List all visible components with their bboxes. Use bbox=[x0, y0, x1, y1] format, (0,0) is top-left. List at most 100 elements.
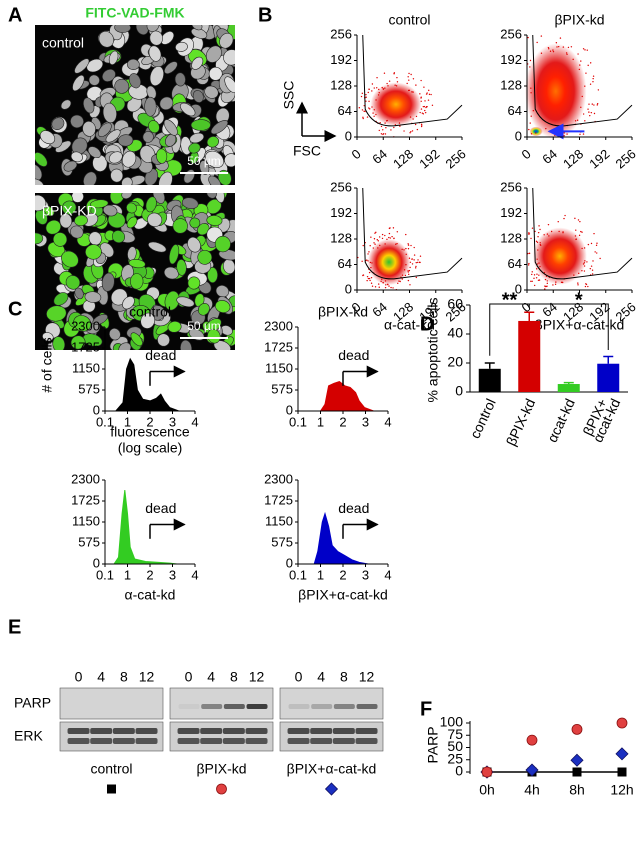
cell bbox=[180, 339, 193, 350]
cell bbox=[206, 193, 217, 199]
point bbox=[570, 753, 584, 767]
event-dot bbox=[398, 122, 401, 124]
event-dot bbox=[366, 259, 368, 261]
event-dot bbox=[420, 123, 423, 126]
cell bbox=[214, 235, 231, 253]
event-dot bbox=[586, 261, 588, 263]
event-dot bbox=[401, 278, 404, 280]
event-dot bbox=[374, 286, 377, 288]
blot bbox=[169, 721, 274, 752]
event-dot bbox=[407, 279, 410, 282]
band bbox=[90, 728, 113, 734]
group-label: βPIX+α-cat-kd bbox=[287, 761, 377, 777]
cell bbox=[74, 214, 88, 227]
cell bbox=[39, 130, 56, 145]
x-tick-label: 8h bbox=[569, 782, 585, 798]
event-dot bbox=[577, 219, 580, 221]
cell bbox=[208, 66, 223, 81]
significance: * bbox=[575, 289, 583, 311]
y-tick-label: 192 bbox=[330, 52, 352, 67]
event-dot bbox=[589, 267, 592, 270]
event-dot bbox=[536, 258, 538, 260]
event-dot bbox=[424, 100, 426, 102]
x-tick-label: 2 bbox=[146, 567, 153, 582]
event-dot bbox=[403, 269, 406, 271]
event-dot bbox=[579, 133, 581, 135]
band bbox=[223, 704, 245, 709]
cell bbox=[215, 300, 231, 313]
event-dot bbox=[426, 105, 428, 108]
event-dot bbox=[540, 52, 543, 54]
cell bbox=[102, 204, 118, 217]
cell bbox=[88, 231, 102, 246]
event-dot bbox=[578, 68, 581, 71]
event-dot bbox=[393, 126, 395, 129]
cell bbox=[160, 31, 175, 45]
y-tick-label: 2300 bbox=[71, 318, 100, 333]
event-dot bbox=[386, 119, 389, 122]
event-dot bbox=[408, 269, 411, 272]
annotation: dead bbox=[338, 347, 369, 363]
event-dot bbox=[414, 267, 417, 269]
event-dot bbox=[405, 247, 407, 250]
band bbox=[310, 738, 333, 744]
event-dot bbox=[533, 277, 535, 280]
event-dot bbox=[422, 113, 425, 115]
event-dot bbox=[415, 84, 417, 86]
event-dot bbox=[528, 232, 530, 234]
event-dot bbox=[534, 230, 536, 233]
event-dot bbox=[592, 77, 594, 80]
cell bbox=[59, 213, 73, 229]
event-dot bbox=[528, 262, 530, 265]
event-dot bbox=[368, 271, 371, 274]
cell bbox=[148, 45, 162, 62]
bar bbox=[557, 384, 580, 392]
cell bbox=[172, 218, 188, 234]
cell bbox=[87, 146, 102, 159]
cell bbox=[35, 178, 45, 185]
histogram bbox=[113, 490, 178, 565]
event-dot bbox=[369, 261, 372, 264]
y-tick-label: 575 bbox=[78, 381, 100, 396]
y-tick-label: 1725 bbox=[71, 492, 100, 507]
band bbox=[200, 738, 223, 744]
cell bbox=[70, 151, 83, 163]
cell bbox=[174, 72, 186, 87]
event-dot bbox=[417, 259, 419, 261]
event-dot bbox=[584, 85, 586, 87]
cell bbox=[205, 150, 224, 168]
event-dot bbox=[584, 120, 586, 122]
event-dot bbox=[371, 83, 374, 85]
event-dot bbox=[594, 251, 596, 253]
gate bbox=[532, 34, 633, 127]
error-bar bbox=[563, 381, 574, 385]
event-dot bbox=[535, 132, 537, 134]
group-label: βPIX-kd bbox=[196, 761, 246, 777]
cell bbox=[148, 120, 160, 134]
cell bbox=[191, 25, 203, 31]
y-tick-label: 0 bbox=[93, 402, 100, 417]
event-dot bbox=[388, 80, 391, 82]
annotation: dead bbox=[338, 500, 369, 516]
event-dot bbox=[530, 237, 532, 240]
x-tick-label: 3 bbox=[362, 414, 369, 429]
cell bbox=[114, 25, 131, 33]
y-tick-label: 192 bbox=[500, 205, 522, 220]
event-dot bbox=[531, 271, 533, 273]
event-dot bbox=[425, 106, 427, 109]
event-dot bbox=[596, 103, 599, 105]
event-dot bbox=[540, 35, 543, 37]
cell bbox=[118, 342, 132, 350]
cell bbox=[128, 73, 141, 89]
histogram bbox=[319, 381, 374, 412]
scale-bar-label: 50 µm bbox=[187, 154, 221, 168]
cell bbox=[175, 41, 188, 52]
event-dot bbox=[420, 97, 422, 99]
event-dot bbox=[566, 133, 568, 135]
x-tick-label: 0.1 bbox=[289, 567, 307, 582]
panel-label: C bbox=[8, 298, 22, 320]
event-dot bbox=[581, 231, 583, 233]
cell bbox=[205, 45, 222, 63]
event-dot bbox=[373, 242, 375, 244]
event-dot bbox=[560, 281, 563, 284]
